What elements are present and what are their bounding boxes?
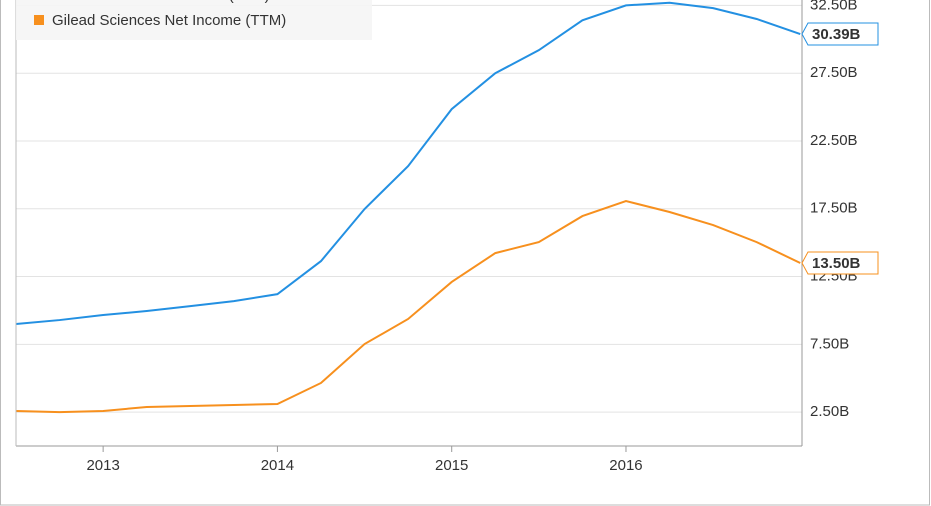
series-line <box>15 199 801 414</box>
axes: 2.50B7.50B12.50B17.50B22.50B27.50B32.50B… <box>15 0 879 474</box>
end-label-box <box>801 22 879 46</box>
y-tick-label: 22.50B <box>810 132 858 149</box>
legend-label: Gilead Sciences Net Income (TTM) <box>52 12 286 29</box>
end-label: 30.39B <box>812 26 861 43</box>
y-tick-label: 27.50B <box>810 64 858 81</box>
y-tick-label: 2.50B <box>810 403 849 420</box>
legend-swatch <box>34 15 44 25</box>
series-line <box>15 1 801 325</box>
legend-box <box>16 0 372 40</box>
end-label-box <box>801 251 879 275</box>
y-tick-label: 7.50B <box>810 335 849 352</box>
y-tick-label: 17.50B <box>810 200 858 217</box>
x-tick-label: 2015 <box>435 457 468 474</box>
x-tick-label: 2016 <box>609 457 642 474</box>
legend-label: Gilead Sciences Revenue (TTM) <box>52 0 270 4</box>
end-label: 13.50B <box>812 255 861 272</box>
legend: Gilead Sciences Revenue (TTM) Gilead Scie… <box>16 0 372 40</box>
x-tick-label: 2014 <box>261 457 294 474</box>
x-tick-label: 2013 <box>86 457 119 474</box>
plot <box>15 1 801 414</box>
y-tick-label: 32.50B <box>810 0 858 13</box>
